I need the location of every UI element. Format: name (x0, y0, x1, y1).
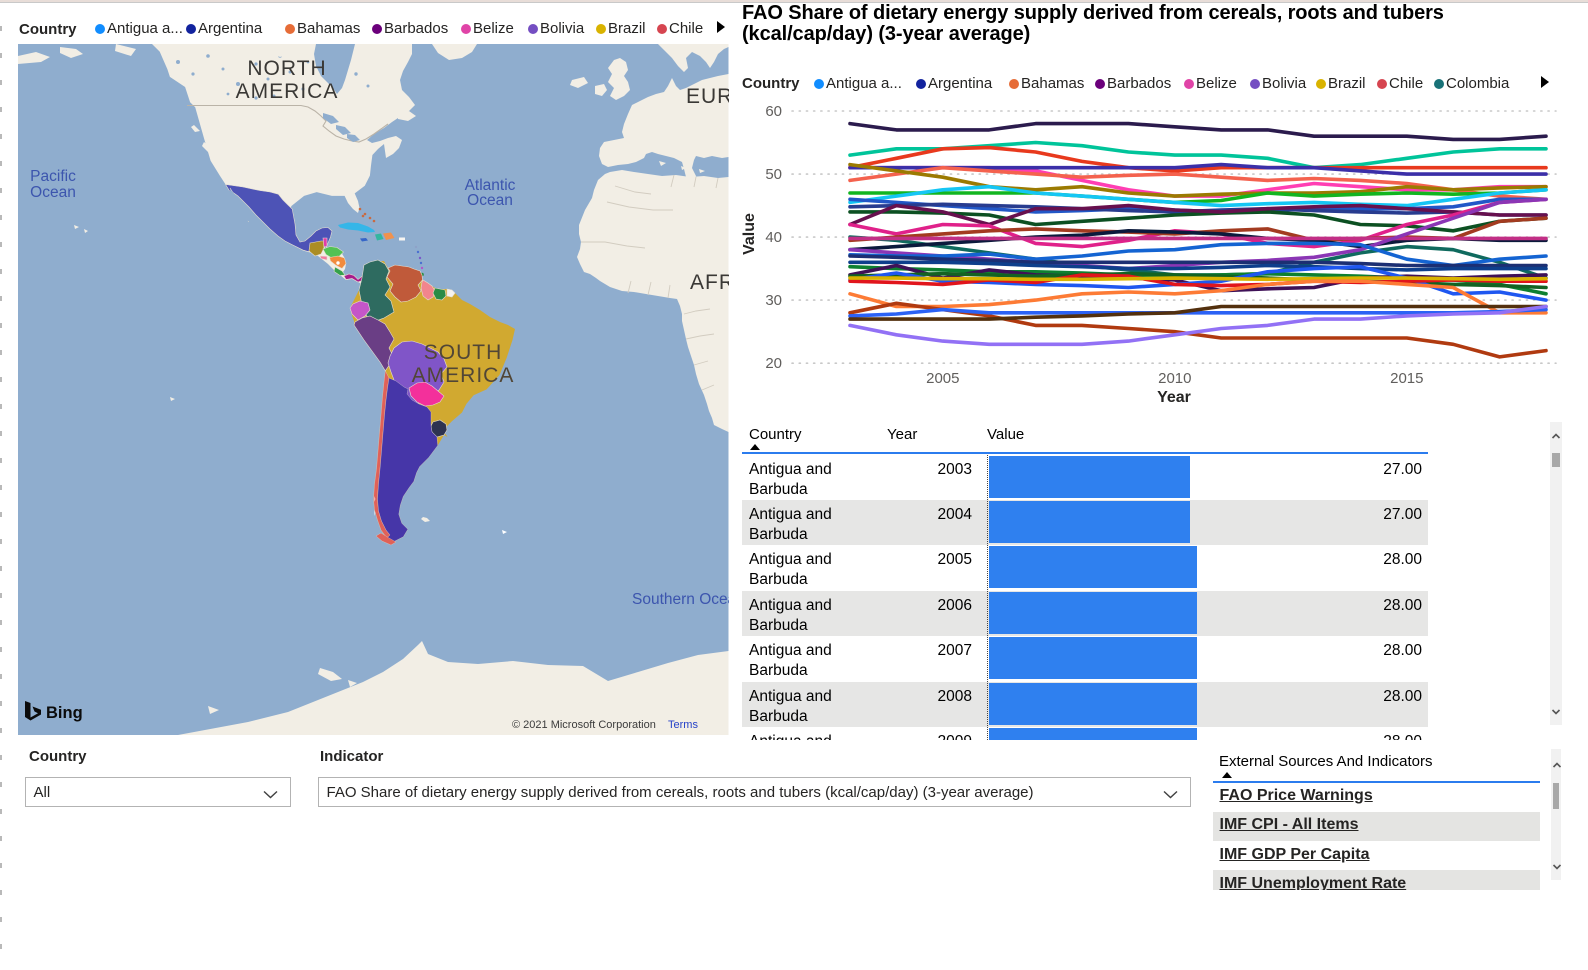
svg-text:Atlantic: Atlantic (465, 177, 516, 194)
svg-text:30: 30 (765, 292, 782, 309)
svg-text:Ocean: Ocean (30, 184, 76, 201)
svg-text:2010: 2010 (1158, 370, 1191, 387)
svg-text:NORTH: NORTH (247, 57, 326, 80)
svg-text:SOUTH: SOUTH (424, 341, 503, 364)
svg-text:Southern Ocean: Southern Ocean (632, 591, 729, 608)
svg-text:EUROPE: EUROPE (686, 85, 729, 108)
svg-text:© 2021 Microsoft Corporation: © 2021 Microsoft Corporation (512, 719, 656, 731)
svg-text:60: 60 (765, 103, 782, 120)
svg-text:2005: 2005 (926, 370, 959, 387)
svg-text:AMERICA: AMERICA (236, 80, 339, 103)
svg-text:AMERICA: AMERICA (412, 364, 515, 387)
svg-text:40: 40 (765, 229, 782, 246)
svg-text:Terms: Terms (668, 719, 698, 731)
svg-text:Year: Year (1157, 389, 1191, 406)
svg-text:Ocean: Ocean (467, 192, 513, 209)
svg-text:50: 50 (765, 166, 782, 183)
svg-text:Bing: Bing (46, 704, 83, 722)
svg-text:20: 20 (765, 355, 782, 372)
svg-text:2015: 2015 (1390, 370, 1423, 387)
svg-text:Pacific: Pacific (30, 168, 76, 185)
svg-text:Value: Value (741, 213, 758, 255)
svg-text:AFRICA: AFRICA (690, 271, 729, 294)
